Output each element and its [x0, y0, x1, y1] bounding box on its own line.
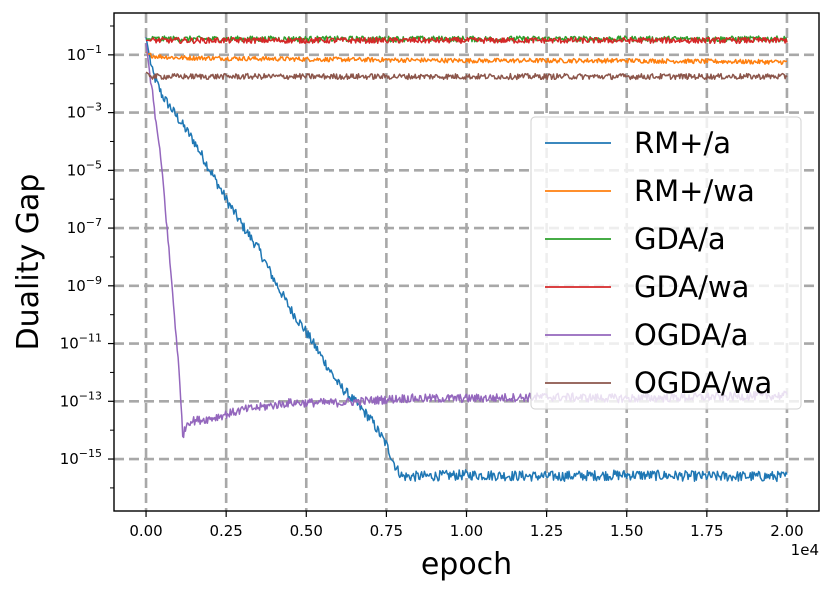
x-tick-label: 0.00: [129, 522, 162, 540]
legend-label: GDA/a: [634, 222, 726, 256]
legend-label: RM+/wa: [634, 174, 755, 208]
x-tick-label: 1.75: [690, 522, 723, 540]
series-line-rm-a: [145, 37, 788, 483]
y-axis-title: Duality Gap: [11, 174, 46, 351]
series-lines: [145, 35, 788, 483]
x-tick-label: 0.25: [209, 522, 242, 540]
series-line-rm-wa: [145, 51, 787, 66]
x-tick-label: 0.75: [370, 522, 403, 540]
x-tick-label: 1.00: [450, 522, 483, 540]
x-axis-ticks: 0.00 0.25 0.50 0.75 1.00 1.25 1.50 1.75 2.00: [129, 511, 804, 540]
legend-box: [530, 116, 802, 410]
x-tick-label: 0.50: [290, 522, 323, 540]
legend-label: OGDA/a: [634, 318, 749, 352]
x-axis-offset-label: 1e4: [791, 541, 819, 559]
legend-label: GDA/wa: [634, 270, 749, 304]
series-line-ogda-wa: [145, 71, 788, 81]
x-tick-label: 1.25: [530, 522, 563, 540]
x-axis-title: epoch: [421, 547, 512, 582]
legend-label: OGDA/wa: [634, 366, 772, 400]
legend-label: RM+/a: [634, 126, 731, 160]
series-line-gda-wa: [146, 36, 788, 45]
x-tick-label: 2.00: [770, 522, 803, 540]
legend: RM+/a RM+/wa GDA/a GDA/wa OGDA/a OGDA/wa: [530, 116, 802, 410]
x-tick-label: 1.50: [610, 522, 643, 540]
